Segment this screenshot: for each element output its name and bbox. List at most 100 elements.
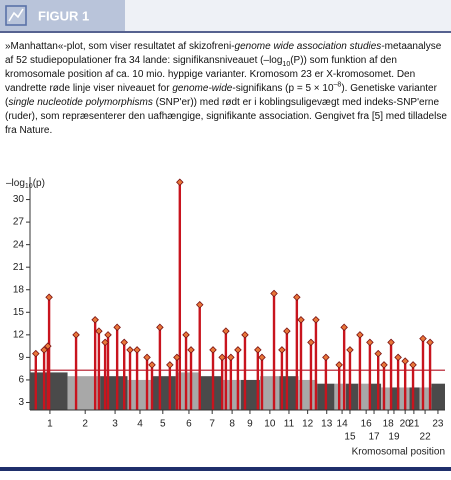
x-tick-label: 21 bbox=[408, 419, 420, 430]
index-snp bbox=[104, 331, 112, 339]
x-tick-label: 19 bbox=[388, 432, 400, 443]
chromosome-band bbox=[431, 383, 445, 410]
caption-text: -metaanalyse af 52 studiepopulationer fr… bbox=[5, 41, 442, 66]
index-snp bbox=[409, 361, 417, 369]
chromosome-band bbox=[151, 376, 176, 410]
y-axis-label-part: 10 bbox=[25, 183, 33, 190]
x-tick-label: 17 bbox=[368, 432, 380, 443]
y-tick-label: 15 bbox=[13, 307, 25, 318]
chromosome-band bbox=[370, 383, 382, 410]
index-snp bbox=[335, 361, 343, 369]
caption: »Manhattan«-plot, som viser resultatet a… bbox=[5, 40, 447, 138]
index-snp bbox=[209, 346, 217, 354]
index-snp bbox=[380, 361, 388, 369]
y-tick-label: 3 bbox=[18, 397, 24, 408]
x-tick-label: 9 bbox=[247, 419, 253, 430]
x-tick-label: 16 bbox=[361, 419, 373, 430]
index-snp bbox=[72, 331, 80, 339]
index-snp bbox=[387, 338, 395, 347]
caption-text: 10 bbox=[282, 61, 291, 68]
caption-text: –8 bbox=[333, 81, 342, 89]
index-snp bbox=[126, 346, 134, 354]
index-snp bbox=[241, 331, 249, 339]
index-snp bbox=[133, 346, 141, 354]
x-tick-label: 12 bbox=[302, 419, 314, 430]
index-snp bbox=[227, 353, 235, 362]
y-axis-label-part: (p) bbox=[33, 178, 45, 189]
index-snp bbox=[293, 293, 301, 302]
index-snp bbox=[394, 353, 402, 362]
index-snp bbox=[366, 338, 374, 347]
caption-text: (P)) som funktion af den kromosomale pos… bbox=[5, 55, 416, 94]
chromosome-band bbox=[127, 379, 152, 410]
x-tick-label: 6 bbox=[186, 419, 192, 430]
caption-text: genome-wide bbox=[172, 83, 233, 94]
chromosome-band bbox=[279, 376, 299, 410]
x-tick-label: 14 bbox=[337, 419, 349, 430]
x-tick-label: 7 bbox=[209, 419, 215, 430]
index-snp bbox=[278, 346, 286, 354]
y-tick-label: 30 bbox=[13, 194, 25, 205]
index-snp bbox=[32, 349, 40, 358]
x-tick-label: 5 bbox=[160, 419, 166, 430]
index-snp bbox=[218, 353, 226, 362]
y-tick-label: 9 bbox=[18, 352, 24, 363]
index-snp bbox=[234, 346, 242, 354]
index-snp bbox=[44, 342, 52, 350]
index-snp bbox=[312, 316, 320, 324]
index-snp bbox=[187, 346, 195, 354]
index-snp bbox=[283, 327, 291, 335]
y-tick-label: 27 bbox=[13, 217, 25, 228]
index-snp bbox=[120, 338, 128, 347]
index-snp bbox=[297, 316, 305, 324]
x-tick-label: 4 bbox=[137, 419, 143, 430]
index-snp bbox=[322, 353, 330, 362]
index-snp bbox=[176, 178, 184, 187]
index-snp bbox=[113, 323, 121, 332]
x-tick-label: 15 bbox=[344, 432, 356, 443]
y-tick-label: 12 bbox=[13, 329, 25, 340]
index-snp bbox=[258, 353, 266, 362]
caption-text: »Manhattan«-plot, som viser resultatet a… bbox=[5, 41, 235, 52]
caption-text: ). Genetiske varianter ( bbox=[5, 83, 437, 108]
chromosome-band bbox=[391, 387, 400, 410]
chromosome-band bbox=[346, 383, 359, 410]
index-snp bbox=[45, 293, 53, 302]
header-tab bbox=[0, 0, 125, 31]
index-snp bbox=[401, 357, 409, 365]
y-tick-label: 21 bbox=[13, 262, 25, 273]
index-snp bbox=[307, 338, 315, 347]
index-snp bbox=[166, 361, 174, 369]
index-snp bbox=[340, 323, 348, 332]
x-tick-label: 20 bbox=[400, 419, 412, 430]
caption-text: (SNP'er)) med rødt er i koblingsuligevæg… bbox=[5, 97, 447, 136]
header-title: FIGUR 1 bbox=[38, 8, 89, 23]
x-tick-label: 18 bbox=[383, 419, 395, 430]
chromosome-band bbox=[409, 387, 420, 410]
caption-text: single nucleotide polymorphisms bbox=[8, 97, 153, 108]
chromosome-band bbox=[298, 379, 318, 410]
index-snp bbox=[356, 331, 364, 339]
chromosome-band bbox=[200, 376, 223, 410]
index-snp bbox=[156, 323, 164, 332]
index-snp bbox=[40, 346, 48, 354]
x-tick-label: 1 bbox=[47, 419, 53, 430]
index-snp bbox=[95, 327, 103, 335]
x-tick-label: 23 bbox=[432, 419, 444, 430]
index-snp bbox=[143, 353, 151, 362]
x-tick-label: 3 bbox=[112, 419, 118, 430]
y-axis-label-part: –log bbox=[6, 178, 25, 189]
x-tick-label: 2 bbox=[82, 419, 88, 430]
x-axis-label: Kromosomal position bbox=[352, 447, 445, 458]
caption-text: genome wide association studies bbox=[234, 41, 382, 52]
index-snp bbox=[419, 334, 427, 343]
index-snp bbox=[254, 346, 262, 354]
caption-text: -signifikans (p = 5 × 10 bbox=[232, 83, 334, 94]
chromosome-band bbox=[381, 387, 392, 410]
x-tick-label: 11 bbox=[284, 419, 295, 430]
y-tick-label: 18 bbox=[13, 284, 25, 295]
y-tick-label: 6 bbox=[18, 375, 24, 386]
